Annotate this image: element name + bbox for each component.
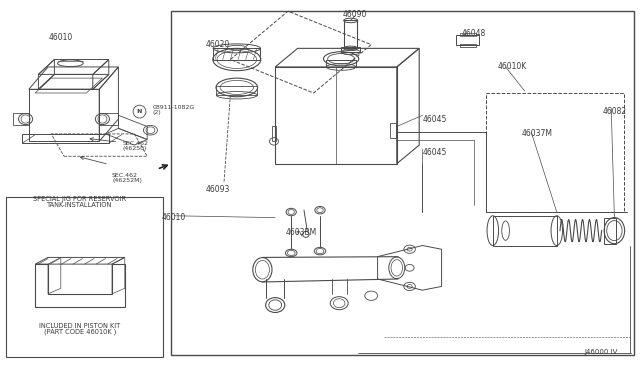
Text: 08911-1082G: 08911-1082G <box>152 105 195 110</box>
Text: SEC.462: SEC.462 <box>123 141 149 146</box>
Text: (46250): (46250) <box>123 145 147 151</box>
Bar <box>6 197 163 357</box>
Bar <box>486 93 624 212</box>
Text: 46010K: 46010K <box>497 62 527 71</box>
Text: (46252M): (46252M) <box>112 178 142 183</box>
Text: 46010: 46010 <box>162 213 186 222</box>
Text: TANK-INSTALLATION: TANK-INSTALLATION <box>47 202 113 208</box>
Text: 46020: 46020 <box>205 40 230 49</box>
Text: (PART CODE 46010K ): (PART CODE 46010K ) <box>44 328 116 335</box>
Text: 46048: 46048 <box>461 29 486 38</box>
Text: J46000 IV: J46000 IV <box>585 349 618 355</box>
Text: 4603BM: 4603BM <box>285 228 316 237</box>
Text: 46045: 46045 <box>423 148 447 157</box>
Text: N: N <box>137 109 142 114</box>
Text: SPECIAL JIG FOR RESERVOIR: SPECIAL JIG FOR RESERVOIR <box>33 196 127 202</box>
Bar <box>171 11 634 355</box>
Text: (2): (2) <box>152 110 161 115</box>
Text: 46045: 46045 <box>423 115 447 124</box>
Text: 46082: 46082 <box>602 107 627 116</box>
Text: INCLUDED IN PISTON KIT: INCLUDED IN PISTON KIT <box>40 323 120 328</box>
Text: 46010: 46010 <box>49 33 73 42</box>
Text: 46037M: 46037M <box>522 129 553 138</box>
Text: SEC.462: SEC.462 <box>112 173 138 178</box>
Text: 46090: 46090 <box>343 10 367 19</box>
Text: 46093: 46093 <box>205 185 230 194</box>
